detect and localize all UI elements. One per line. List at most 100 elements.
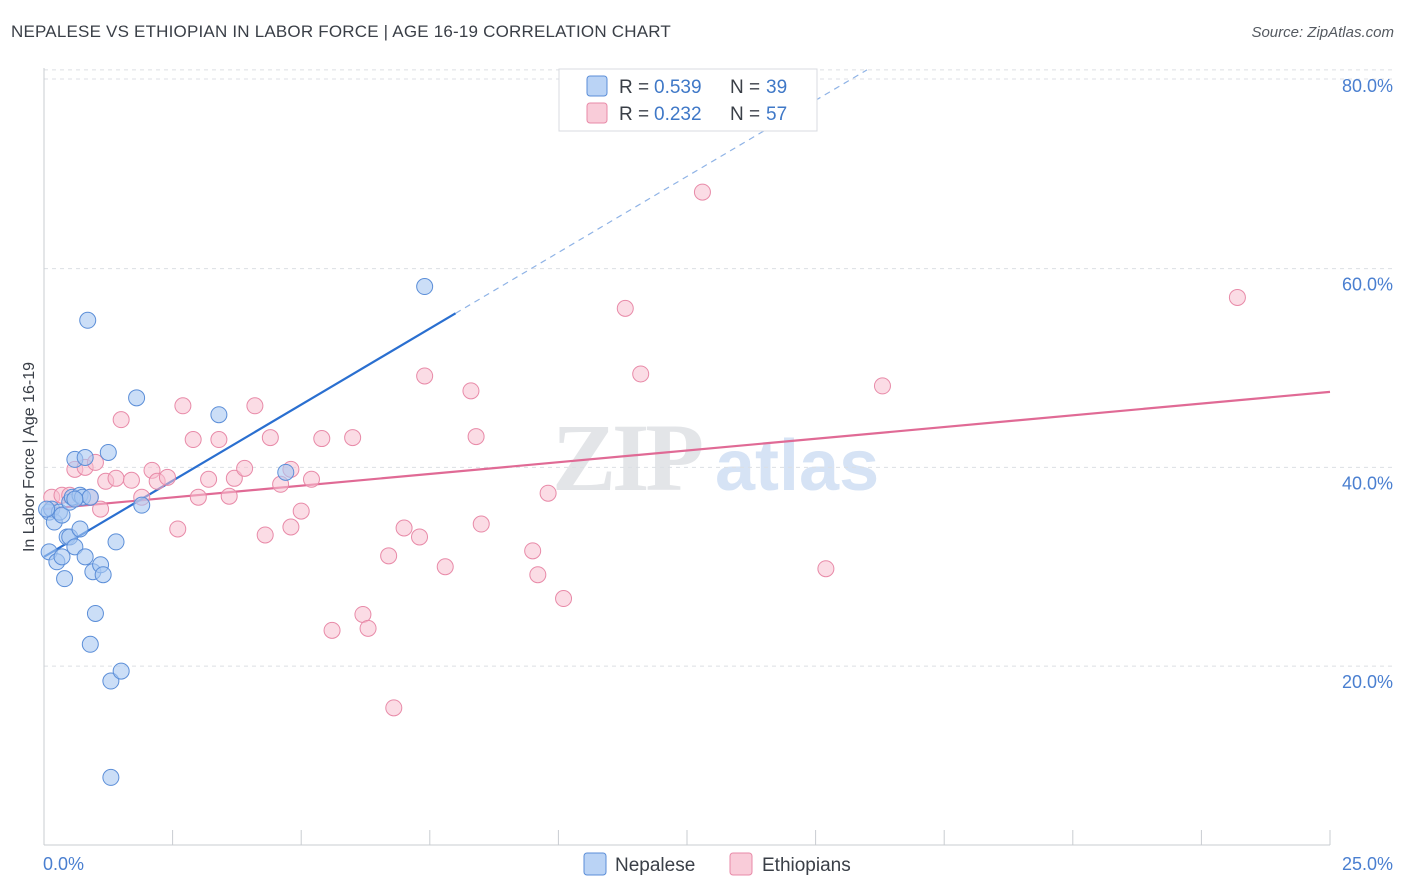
ethiopians-point-47 [524,542,542,560]
x-tick-label-min: 0.0% [43,854,84,874]
ethiopians-point-33 [313,430,331,448]
legend-n-value-ethiopians: 57 [766,104,787,125]
nepalese-point-31 [112,662,130,680]
ethiopians-point-11 [122,471,140,489]
bottom-legend-label-ethiopians: Ethiopians [762,855,851,876]
ethiopians-point-23 [225,469,243,487]
nepalese-trend-line [43,312,457,558]
correlation-legend: R = 0.539 N = 39 R = 0.232 N = 57 [558,68,818,132]
watermark: ZIP atlas [552,404,879,511]
grid-lines [44,69,1393,667]
source-label: Source: ZipAtlas.com [1251,24,1394,41]
ethiopians-points [43,183,1246,717]
ethiopians-point-34 [323,621,341,639]
nepalese-point-28 [102,672,120,690]
ethiopians-trend-line [43,390,1331,511]
ethiopians-point-18 [184,431,202,449]
nepalese-point-33 [133,496,151,514]
ethiopians-point-37 [359,619,377,637]
ethiopians-point-51 [616,299,634,317]
legend-r-value-nepalese: 0.539 [654,77,702,98]
bottom-legend-label-nepalese: Nepalese [615,855,695,876]
ethiopians-point-43 [436,558,454,576]
y-tick-label-40: 40.0% [1342,473,1393,493]
nepalese-point-16 [71,520,89,538]
ethiopians-point-30 [282,518,300,536]
legend-r-label-1: R = [619,77,649,98]
nepalese-point-38 [66,490,84,508]
y-tick-label-60: 60.0% [1342,275,1393,295]
legend-swatch-nepalese [586,75,608,97]
ethiopians-point-52 [632,365,650,383]
ethiopians-point-41 [411,528,429,546]
ethiopians-point-53 [693,183,711,201]
ethiopians-point-56 [1228,288,1246,306]
ethiopians-point-26 [256,526,274,544]
nepalese-point-20 [79,311,97,329]
legend-n-value-nepalese: 39 [766,77,787,98]
nepalese-point-35 [277,463,295,481]
ethiopians-point-40 [395,519,413,537]
ethiopians-point-20 [200,470,218,488]
legend-n-label-2: N = [730,104,760,125]
ethiopians-point-46 [472,515,490,533]
y-tick-label-20: 20.0% [1342,672,1393,692]
ethiopians-point-19 [189,488,207,506]
ethiopians-point-44 [462,382,480,400]
ethiopians-point-15 [158,468,176,486]
watermark-atlas: atlas [715,426,879,506]
y-tick-labels: 20.0% 40.0% 60.0% 80.0% [1342,76,1393,692]
ethiopians-point-42 [416,367,434,385]
nepalese-points [38,278,434,786]
y-axis-title: In Labor Force | Age 16-19 [21,362,38,552]
nepalese-point-19 [76,548,94,566]
bottom-legend-swatch-nepalese [583,852,607,876]
ethiopians-point-54 [817,560,835,578]
ethiopians-point-10 [112,411,130,429]
ethiopians-point-49 [539,484,557,502]
nepalese-point-26 [94,566,112,584]
ethiopians-point-27 [261,429,279,447]
ethiopians-point-45 [467,428,485,446]
ethiopians-point-7 [92,500,110,518]
ethiopians-point-50 [555,590,573,608]
nepalese-point-22 [81,488,99,506]
x-tick-label-max: 25.0% [1342,854,1393,874]
nepalese-point-24 [86,604,104,622]
legend-n-label-1: N = [730,77,760,98]
ethiopians-point-39 [385,699,403,717]
nepalese-point-36 [416,278,434,296]
ethiopians-point-38 [380,547,398,565]
chart-title: NEPALESE VS ETHIOPIAN IN LABOR FORCE | A… [11,22,672,41]
ethiopians-point-24 [236,459,254,477]
nepalese-point-8 [56,570,74,588]
ethiopians-point-22 [220,487,238,505]
nepalese-point-18 [76,448,94,466]
nepalese-point-30 [107,533,125,551]
axes [43,68,1331,846]
ethiopians-point-25 [246,397,264,415]
ethiopians-point-16 [169,520,187,538]
ethiopians-point-35 [344,429,362,447]
nepalese-point-37 [38,500,56,518]
nepalese-point-6 [53,506,71,524]
nepalese-point-34 [210,406,228,424]
bottom-legend-swatch-ethiopians [729,852,753,876]
ethiopians-point-31 [292,502,310,520]
ethiopians-point-48 [529,566,547,584]
series-legend: Nepalese Ethiopians [583,852,851,876]
ethiopians-point-9 [107,469,125,487]
ethiopians-point-32 [302,470,320,488]
ethiopians-point-17 [174,397,192,415]
nepalese-point-32 [128,389,146,407]
nepalese-point-21 [81,635,99,653]
legend-r-label-2: R = [619,104,649,125]
legend-r-value-ethiopians: 0.232 [654,104,702,125]
ethiopians-point-21 [210,431,228,449]
ethiopians-point-55 [873,377,891,395]
nepalese-point-29 [102,768,120,786]
nepalese-point-14 [66,538,84,556]
legend-swatch-ethiopians [586,102,608,124]
y-tick-label-80: 80.0% [1342,76,1393,96]
